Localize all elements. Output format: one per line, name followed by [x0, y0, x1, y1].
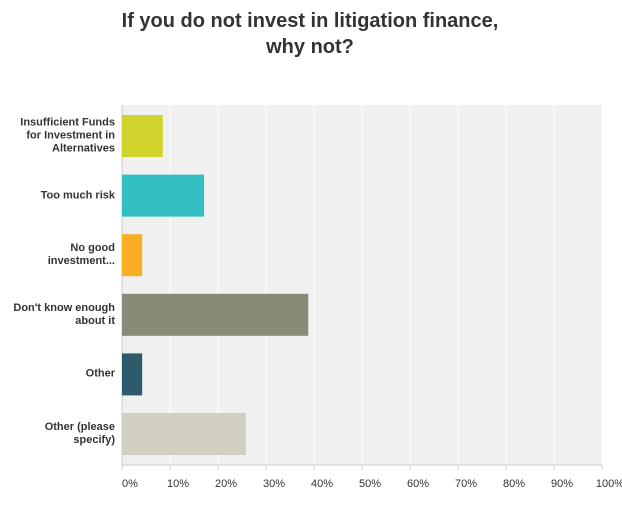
y-tick-label: Other (please specify): [44, 421, 115, 446]
bar: [122, 115, 163, 157]
x-tick-label: 10%: [166, 478, 190, 490]
x-tick-label: 0%: [122, 478, 138, 490]
y-tick-label: Too much risk: [40, 189, 115, 202]
y-tick-label: Don't know enough about it: [13, 301, 115, 327]
bar: [122, 293, 309, 336]
x-tick-label: 70%: [454, 478, 478, 490]
x-tick-label: 30%: [262, 478, 286, 490]
y-tick-label: No good investment...: [47, 242, 115, 268]
x-tick-label: 90%: [550, 478, 574, 490]
bar: [122, 353, 143, 396]
x-tick-label: 50%: [358, 478, 382, 490]
chart-title: If you do not invest in litigation finan…: [121, 10, 499, 58]
bar: [122, 413, 246, 455]
x-tick-label: 80%: [502, 478, 526, 490]
bar: [122, 174, 205, 217]
bar: [122, 234, 143, 277]
x-tick-label: 20%: [214, 478, 238, 490]
y-tick-label: Insufficient Funds for Investment in Alt…: [20, 116, 115, 155]
x-tick-label: 100%: [595, 478, 622, 490]
x-tick-label: 40%: [310, 478, 334, 490]
x-tick-label: 60%: [406, 478, 430, 490]
y-tick-label: Other: [85, 367, 115, 380]
